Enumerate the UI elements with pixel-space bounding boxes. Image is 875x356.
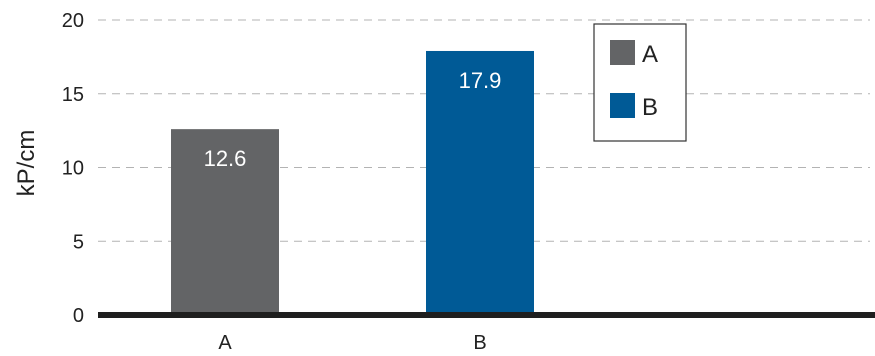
bar-value-label: 17.9 [459,68,502,93]
x-tick-label: A [218,332,232,354]
legend: AB [593,23,687,142]
legend-label: A [642,41,658,68]
y-tick-label: 0 [73,305,84,327]
bar-a [171,129,279,315]
y-tick-label: 5 [73,231,84,253]
bars: 12.6 17.9 [171,50,534,315]
y-axis-title: kP/cm [13,130,40,197]
x-tick-label: B [473,332,486,354]
y-tick-label: 20 [62,10,84,32]
bar-b [426,50,534,315]
legend-swatch [610,93,635,118]
y-tick-labels: 0 5 10 15 20 [62,10,84,327]
y-tick-label: 15 [62,84,84,106]
legend-swatch [610,40,635,65]
legend-label: B [642,94,658,121]
y-tick-label: 10 [62,158,84,180]
legend-box [593,23,687,142]
bar-value-label: 12.6 [204,146,247,171]
